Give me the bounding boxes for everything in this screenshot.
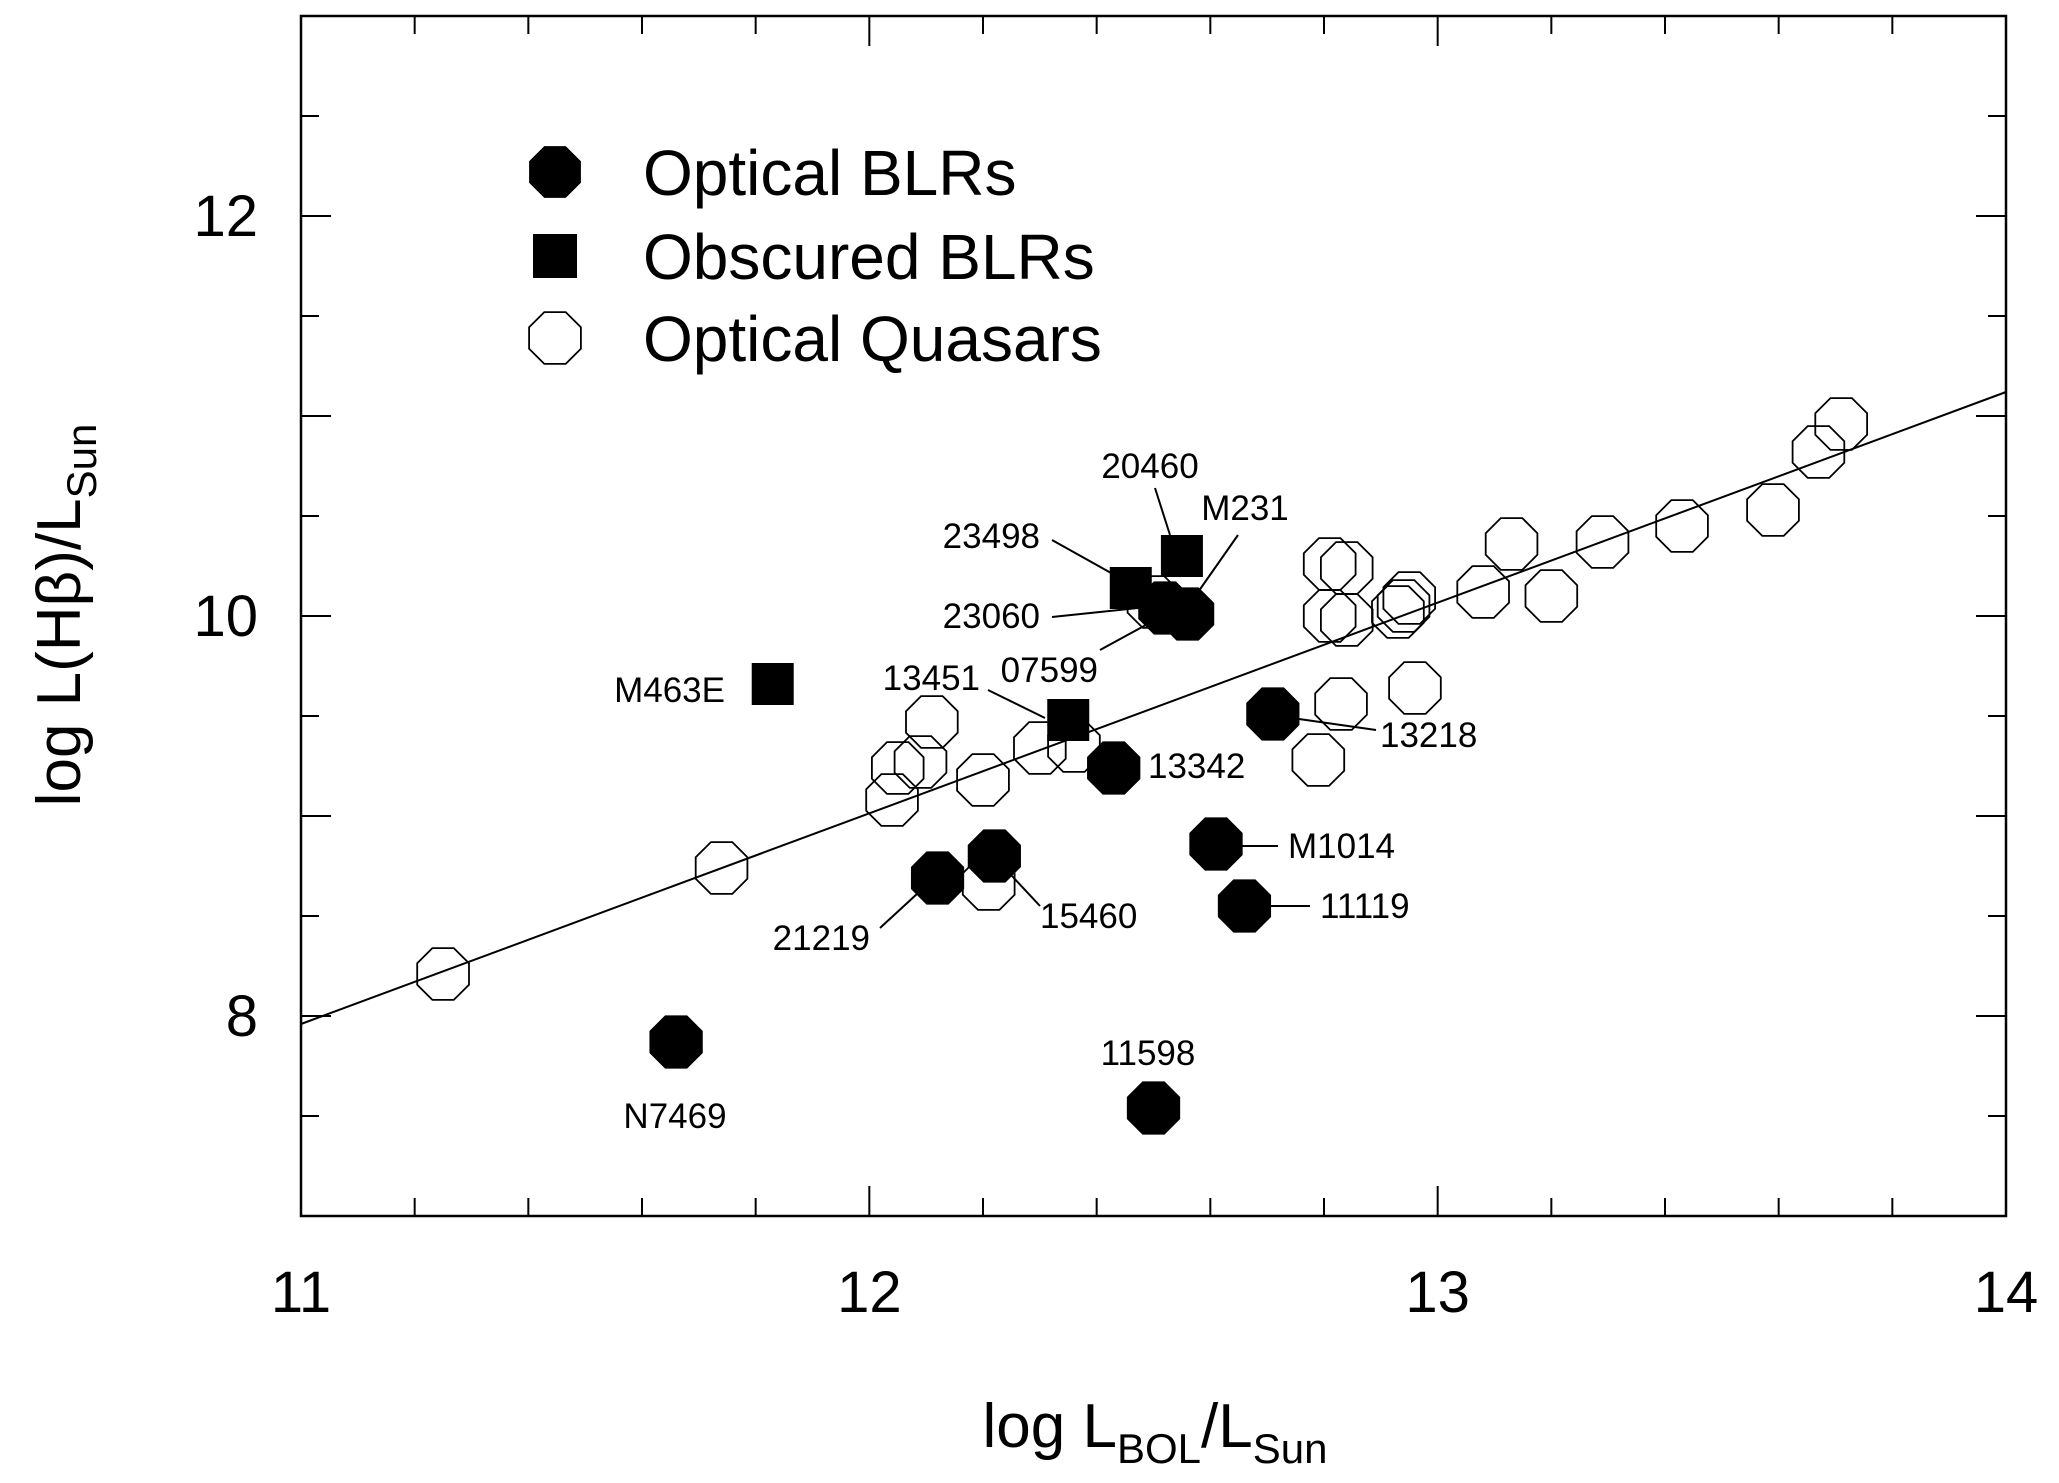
obscured-blr-marker [1160, 535, 1203, 577]
optical-quasar-marker [1456, 565, 1510, 619]
optical-quasar-marker [1655, 499, 1709, 553]
legend-filled-square-icon [533, 234, 577, 278]
label-leader-line [879, 892, 919, 929]
optical-quasar-marker [1302, 537, 1357, 591]
optical-quasar-marker [1484, 517, 1539, 571]
optical-quasar-marker [1291, 733, 1346, 787]
optical-blr-marker [910, 851, 965, 905]
optical-blr-marker [1189, 817, 1243, 871]
y-tick-label: 10 [193, 584, 258, 649]
x-axis-title: log LBOL/LSun [983, 1392, 1328, 1472]
point-label: M231 [1201, 489, 1289, 528]
optical-blr-marker [1160, 587, 1215, 641]
label-leader-line [1051, 606, 1149, 618]
point-label: 20460 [1101, 447, 1198, 486]
label-leader-line [1291, 717, 1377, 731]
legend-filled-circle-icon [529, 146, 581, 198]
point-label: 07599 [1001, 651, 1098, 690]
optical-quasar-marker [1320, 541, 1374, 595]
point-label: 13342 [1148, 747, 1245, 786]
label-leader-line [1011, 875, 1041, 907]
legend-label: Optical Quasars [643, 303, 1102, 375]
point-label: 15460 [1040, 897, 1137, 936]
optical-blr-marker [649, 1015, 703, 1069]
point-label: 21219 [773, 919, 870, 958]
y-axis-title: log L(Hβ)/LSun [25, 424, 105, 807]
optical-quasar-marker [416, 947, 470, 1001]
legend-label: Obscured BLRs [643, 221, 1095, 293]
y-tick-label: 8 [226, 984, 258, 1049]
optical-quasar-marker [1314, 677, 1368, 731]
label-leader-line [1154, 487, 1171, 536]
axis-tick-labels: 11 12 13 14 8 10 12 [193, 184, 2038, 1325]
point-label: 11598 [1101, 1034, 1196, 1073]
point-label: 13218 [1380, 716, 1477, 755]
axis-ticks [300, 15, 2007, 1217]
label-leader-line [1051, 539, 1121, 579]
data-points [416, 397, 1868, 1135]
optical-quasar-marker [1302, 589, 1357, 643]
legend-label: Optical BLRs [643, 137, 1016, 209]
x-tick-label: 12 [837, 1260, 902, 1325]
point-label: M463E [614, 671, 725, 710]
label-leader-line [1099, 619, 1156, 651]
obscured-blr-marker [1047, 699, 1090, 741]
x-tick-label: 13 [1405, 1260, 1470, 1325]
optical-quasar-marker [1575, 515, 1630, 569]
obscured-blr-marker [751, 663, 794, 705]
point-label: N7469 [623, 1097, 726, 1136]
optical-quasar-marker [956, 753, 1010, 807]
legend-open-circle-icon [528, 311, 582, 365]
optical-blr-marker [1087, 741, 1141, 795]
x-tick-label: 11 [271, 1260, 331, 1325]
optical-quasar-marker [1791, 425, 1846, 479]
point-label: 23060 [943, 597, 1040, 636]
optical-quasar-marker [871, 741, 925, 795]
optical-quasar-marker [1388, 661, 1442, 715]
optical-quasar-marker [1524, 569, 1579, 623]
optical-blr-marker [1217, 879, 1272, 933]
optical-quasar-marker [905, 695, 959, 749]
optical-quasar-marker [1814, 397, 1868, 451]
point-label: 23498 [943, 517, 1040, 556]
optical-quasar-marker [1382, 571, 1436, 625]
optical-quasar-marker [1746, 483, 1800, 537]
optical-quasar-marker [694, 841, 749, 895]
optical-blr-marker [1126, 1081, 1181, 1135]
y-tick-label: 12 [193, 184, 258, 249]
optical-quasar-marker [1320, 593, 1374, 647]
optical-quasar-marker [893, 735, 948, 789]
obscured-blr-marker [1109, 567, 1152, 609]
legend: Optical BLRs Obscured BLRs Optical Quasars [528, 137, 1102, 375]
optical-blr-marker [967, 829, 1021, 883]
optical-quasar-marker [865, 773, 919, 827]
optical-blr-marker [1246, 687, 1300, 741]
point-labels: M231 13218 13342 M1014 15460 21219 11119 N7469 1… [614, 447, 1477, 1136]
point-label: M1014 [1288, 827, 1395, 866]
label-leader-line [987, 689, 1046, 719]
fit-line [300, 391, 2007, 1025]
label-leader-line [1195, 534, 1239, 596]
x-tick-label: 14 [1974, 1260, 2039, 1325]
optical-quasar-marker [1376, 579, 1431, 633]
point-label: 13451 [883, 659, 980, 698]
point-label: 11119 [1320, 887, 1410, 926]
optical-quasar-marker [1371, 585, 1425, 639]
